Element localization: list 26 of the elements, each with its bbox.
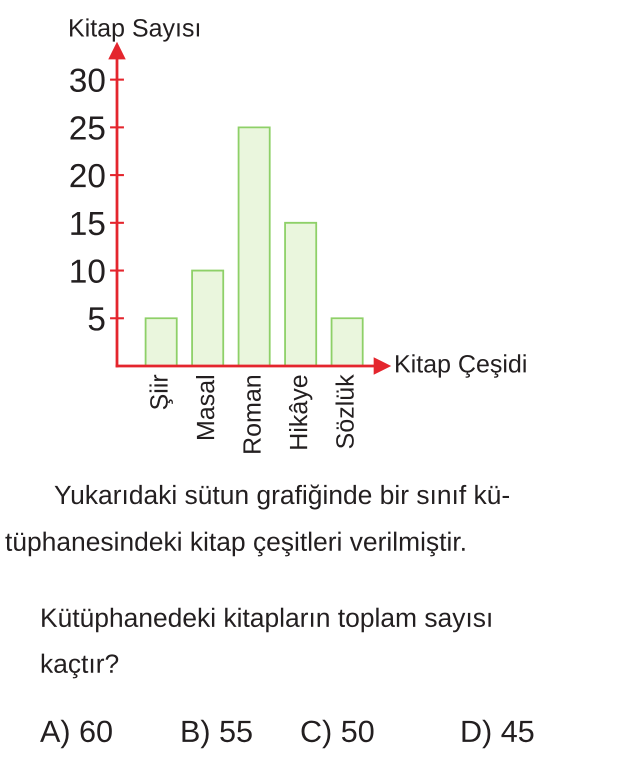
bar [144,317,178,366]
bar [238,126,271,366]
y-tick-label: 15 [71,212,104,236]
text: Yukarıdaki sütun grafiğinde bir sınıf kü- [54,484,510,510]
x-tick-label: Roman [243,376,261,453]
y-tick-label: 30 [70,68,105,92]
text: C) 50 [302,720,374,748]
x-tick-label: Şiir [149,374,173,410]
text: B) 55 [182,720,252,748]
x-tick-label: Masal [196,376,214,439]
bar [330,317,364,366]
y-tick-label: 25 [70,116,104,140]
y-axis-title: Kitap Sayısı [70,18,200,42]
text: Kütüphanedeki kitapların toplam sayısı [42,608,491,632]
bar [191,270,224,366]
text: kaçtır? [42,654,118,678]
text: tüphanesindeki kitap çeşitleri verilmiştir. [5,532,465,556]
y-tick-label: 20 [70,164,105,188]
y-tick-label: 5 [88,307,104,331]
x-tick-label: Hikâye [288,375,312,449]
x-axis-title: Kitap Çeşidi [396,354,526,378]
text: D) 45 [462,720,534,748]
text: A) 60 [40,720,112,748]
bar [284,222,318,366]
x-tick-label: Sözlük [335,374,354,448]
y-tick-label: 10 [71,259,105,283]
